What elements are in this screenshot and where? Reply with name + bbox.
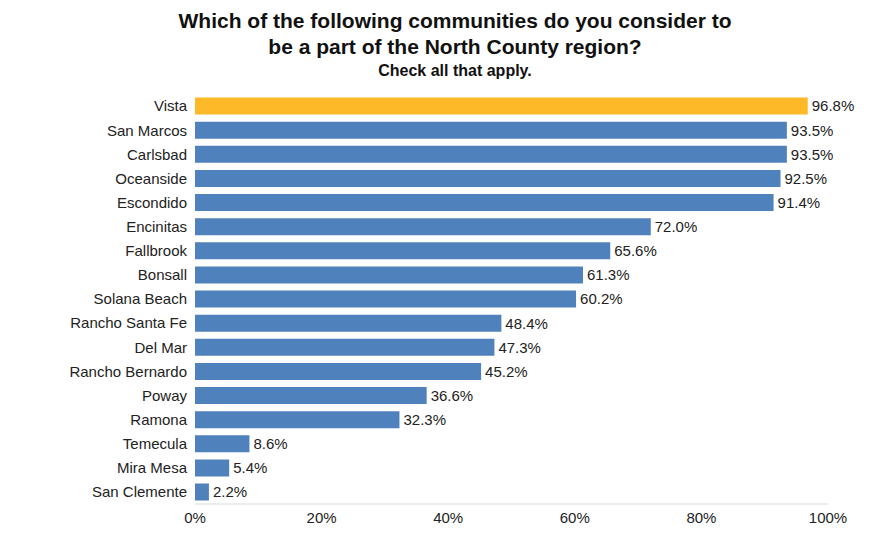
svg-text:93.5%: 93.5% (791, 146, 834, 163)
svg-text:Vista: Vista (154, 97, 188, 114)
svg-text:65.6%: 65.6% (614, 242, 657, 259)
svg-text:80%: 80% (686, 509, 716, 526)
svg-text:Ramona: Ramona (130, 411, 187, 428)
svg-text:Del Mar: Del Mar (134, 339, 187, 356)
svg-text:Oceanside: Oceanside (115, 170, 187, 187)
svg-text:8.6%: 8.6% (253, 435, 287, 452)
svg-text:Encinitas: Encinitas (126, 218, 187, 235)
svg-text:5.4%: 5.4% (233, 459, 267, 476)
svg-text:Bonsall: Bonsall (138, 266, 187, 283)
svg-text:Fallbrook: Fallbrook (125, 242, 187, 259)
svg-text:100%: 100% (809, 509, 847, 526)
svg-text:36.6%: 36.6% (431, 387, 474, 404)
svg-text:Escondido: Escondido (117, 194, 187, 211)
svg-text:Carlsbad: Carlsbad (127, 146, 187, 163)
html-text:Which of the following communi: Which of the following communities do yo… (178, 9, 732, 58)
svg-text:San Marcos: San Marcos (107, 122, 187, 139)
svg-text:Mira Mesa: Mira Mesa (117, 459, 188, 476)
svg-text:32.3%: 32.3% (403, 411, 446, 428)
svg-text:91.4%: 91.4% (778, 194, 821, 211)
svg-text:20%: 20% (307, 509, 337, 526)
svg-text:61.3%: 61.3% (587, 266, 630, 283)
svg-text:40%: 40% (433, 509, 463, 526)
svg-text:93.5%: 93.5% (791, 122, 834, 139)
svg-text:48.4%: 48.4% (505, 315, 548, 332)
svg-text:Rancho Santa Fe: Rancho Santa Fe (70, 314, 187, 331)
svg-text:Rancho Bernardo: Rancho Bernardo (69, 363, 187, 380)
svg-text:92.5%: 92.5% (785, 170, 828, 187)
svg-text:96.8%: 96.8% (812, 97, 855, 114)
svg-text:45.2%: 45.2% (485, 363, 528, 380)
svg-text:Temecula: Temecula (123, 435, 188, 452)
svg-text:0%: 0% (184, 509, 206, 526)
html-text:Check all that apply.: Check all that apply. (378, 62, 532, 79)
svg-text:72.0%: 72.0% (655, 218, 698, 235)
svg-text:60%: 60% (560, 509, 590, 526)
svg-text:San Clemente: San Clemente (92, 483, 187, 500)
svg-text:60.2%: 60.2% (580, 290, 623, 307)
svg-text:Poway: Poway (142, 387, 188, 404)
svg-text:47.3%: 47.3% (498, 339, 541, 356)
svg-text:Solana Beach: Solana Beach (94, 290, 187, 307)
svg-text:2.2%: 2.2% (213, 483, 247, 500)
